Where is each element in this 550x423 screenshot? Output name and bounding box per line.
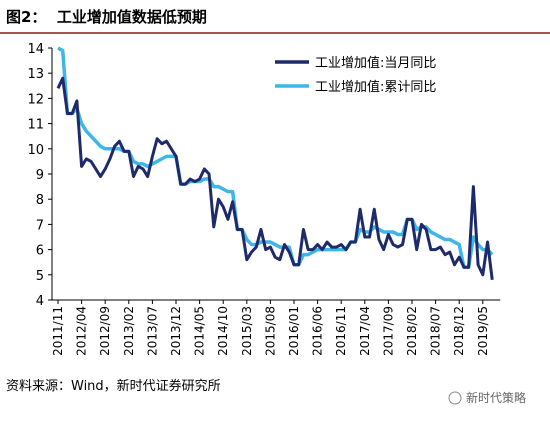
- y-tick-label: 5: [36, 269, 44, 284]
- y-tick-label: 10: [27, 143, 44, 158]
- x-tick-label: 2019/05: [476, 306, 490, 356]
- y-tick-label: 11: [27, 118, 44, 133]
- x-tick-label: 2016/01: [287, 306, 301, 356]
- x-tick-label: 2014/05: [193, 306, 207, 356]
- legend-label: 工业增加值:累计同比: [315, 79, 436, 95]
- legend-label: 工业增加值:当月同比: [315, 55, 436, 71]
- watermark-icon: [448, 391, 462, 405]
- y-tick-label: 12: [27, 92, 44, 107]
- watermark: 新时代策略: [466, 390, 526, 405]
- y-tick-label: 8: [36, 193, 44, 208]
- x-tick-label: 2013/12: [169, 306, 183, 356]
- x-tick-label: 2013/02: [122, 306, 136, 356]
- x-tick-label: 2018/12: [452, 306, 466, 356]
- x-tick-label: 2018/02: [405, 306, 419, 356]
- x-tick-label: 2014/10: [216, 306, 230, 356]
- y-tick-label: 9: [36, 168, 44, 183]
- x-tick-label: 2012/04: [75, 306, 89, 356]
- chart-title: 图2： 工业增加值数据低预期: [6, 8, 207, 26]
- source-note: 资料来源：Wind，新时代证券研究所: [6, 378, 221, 394]
- y-tick-label: 6: [36, 244, 44, 259]
- x-tick-label: 2016/11: [334, 306, 348, 356]
- x-tick-label: 2017/04: [358, 306, 372, 356]
- x-tick-label: 2018/07: [429, 306, 443, 356]
- x-tick-label: 2015/03: [240, 306, 254, 356]
- y-tick-label: 14: [27, 42, 44, 57]
- x-tick-label: 2015/08: [263, 306, 277, 356]
- y-tick-label: 4: [36, 294, 44, 309]
- x-tick-label: 2011/11: [51, 306, 65, 356]
- y-tick-label: 7: [36, 218, 44, 233]
- y-tick-label: 13: [27, 67, 44, 82]
- x-tick-label: 2013/07: [145, 306, 159, 356]
- x-tick-label: 2017/09: [381, 306, 395, 356]
- x-tick-label: 2016/06: [311, 306, 325, 356]
- x-tick-label: 2012/09: [98, 306, 112, 356]
- series-line: [56, 76, 494, 281]
